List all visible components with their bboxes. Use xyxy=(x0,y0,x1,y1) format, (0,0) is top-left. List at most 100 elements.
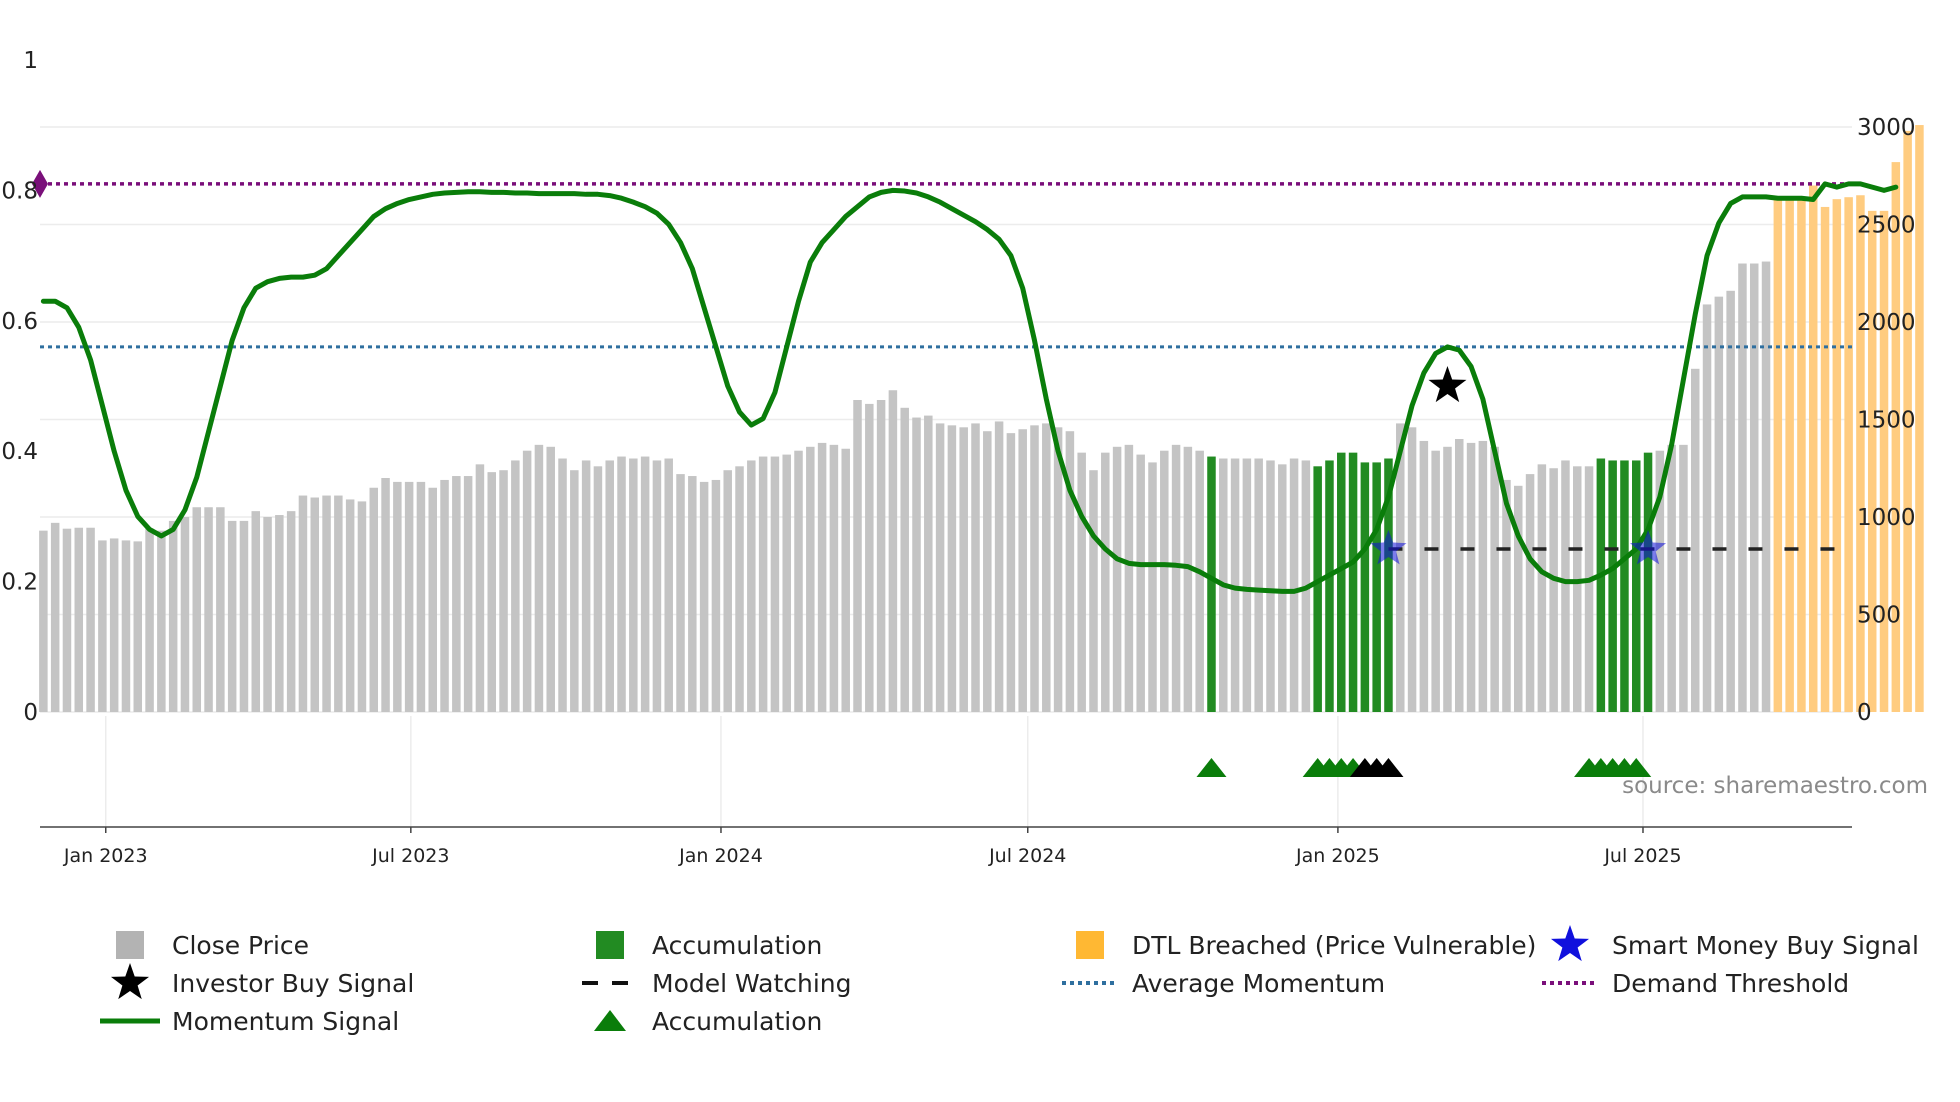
close-price-bar xyxy=(888,390,898,712)
close-price-bar xyxy=(617,456,626,712)
legend-label: Close Price xyxy=(172,931,309,960)
legend-item-average-momentum: Average Momentum xyxy=(1062,969,1385,998)
close-price-bar xyxy=(1726,290,1735,712)
close-price-bar xyxy=(676,474,685,712)
dtl-breached-bar xyxy=(1820,206,1830,712)
close-price-bar xyxy=(924,415,933,712)
legend-item-investor: Investor Buy Signal xyxy=(110,963,414,1000)
close-price-bar xyxy=(133,541,143,713)
close-price-bar xyxy=(1407,427,1417,712)
investor-triangle-marker xyxy=(1373,758,1404,777)
close-price-bar xyxy=(1419,440,1429,712)
close-price-bar xyxy=(487,472,496,712)
left-tick-label: 1 xyxy=(23,48,38,74)
close-price-bar xyxy=(652,460,662,712)
dtl-breached-bar xyxy=(1915,125,1924,713)
close-price-bar xyxy=(1065,431,1075,712)
accumulation-bar xyxy=(1325,460,1334,712)
legend-label: DTL Breached (Price Vulnerable) xyxy=(1132,931,1536,960)
close-price-bar xyxy=(499,470,508,712)
close-price-bar xyxy=(841,448,850,712)
accumulation-bar xyxy=(1620,460,1629,712)
close-price-bar xyxy=(1490,446,1499,712)
close-price-bar xyxy=(180,517,190,712)
close-price-bar xyxy=(983,431,992,712)
close-price-bar xyxy=(263,517,272,712)
close-price-bar xyxy=(1738,263,1747,712)
close-price-bar xyxy=(593,466,603,712)
close-price-bar xyxy=(157,530,166,712)
close-price-bar xyxy=(935,423,945,712)
legend-star-icon xyxy=(1550,925,1590,962)
close-price-bar xyxy=(1289,458,1299,712)
legend-square-icon xyxy=(116,931,144,959)
close-price-bar xyxy=(1195,450,1204,712)
close-price-bar xyxy=(1278,464,1287,712)
close-price-bar xyxy=(1514,485,1523,712)
right-tick-label: 0 xyxy=(1857,700,1872,726)
right-tick-label: 2500 xyxy=(1857,213,1916,239)
close-price-bar xyxy=(286,511,296,712)
legend-label: Average Momentum xyxy=(1132,969,1385,998)
close-price-bar xyxy=(62,528,72,712)
close-price-bar xyxy=(1584,466,1594,712)
legend: Close Price Accumulation DTL Breached (Pri… xyxy=(100,925,1919,1036)
close-price-bar xyxy=(322,495,331,712)
legend-label: Accumulation xyxy=(652,1007,822,1036)
close-price-bar xyxy=(1667,444,1676,712)
close-price-bar xyxy=(971,423,980,712)
dtl-breached-bar xyxy=(1856,195,1865,712)
dtl-breached-bar xyxy=(1879,210,1889,712)
investor-buy-star xyxy=(1428,366,1467,403)
legend-label: Accumulation xyxy=(652,931,822,960)
close-price-bar xyxy=(440,479,449,712)
close-price-bar xyxy=(1525,474,1535,712)
legend-square-icon xyxy=(596,931,624,959)
close-price-bar xyxy=(747,460,756,712)
accumulation-bar xyxy=(1313,466,1322,712)
close-price-bar xyxy=(298,495,308,712)
legend-item-accumulation-bar: Accumulation xyxy=(596,931,822,960)
accumulation-triangle-marker xyxy=(1196,758,1227,777)
close-price-bar xyxy=(770,456,780,712)
close-price-bar xyxy=(735,466,744,712)
close-price-bar xyxy=(1266,460,1275,712)
close-price-bar xyxy=(511,460,520,712)
source-label: source: sharemaestro.com xyxy=(1622,773,1928,799)
left-tick-label: 0.4 xyxy=(1,439,38,465)
close-price-bar xyxy=(1749,263,1759,712)
legend-star-icon xyxy=(110,963,150,1000)
right-tick-label: 1500 xyxy=(1857,408,1916,434)
close-price-bar xyxy=(1183,446,1193,712)
close-price-bar xyxy=(1761,261,1771,712)
legend-item-momentum: Momentum Signal xyxy=(100,1007,399,1036)
close-price-bar xyxy=(381,478,390,712)
legend-item-accumulation-marker: Accumulation xyxy=(594,1007,822,1036)
x-tick-label: Jan 2023 xyxy=(63,845,148,867)
close-price-bar xyxy=(1230,458,1240,712)
close-price-bar xyxy=(1702,304,1712,712)
close-price-bar xyxy=(546,446,555,712)
legend-label: Demand Threshold xyxy=(1612,969,1849,998)
close-price-bar xyxy=(640,456,650,712)
left-tick-label: 0.6 xyxy=(1,309,38,335)
close-price-bar xyxy=(994,421,1004,712)
close-price-bar xyxy=(1124,444,1134,712)
close-price-bar xyxy=(1502,479,1511,712)
close-price-bar xyxy=(817,442,827,712)
close-price-bar xyxy=(192,507,202,712)
close-price-bar xyxy=(758,456,768,712)
legend-label: Investor Buy Signal xyxy=(172,969,414,998)
right-tick-label: 2000 xyxy=(1857,310,1916,336)
close-price-bar xyxy=(1242,458,1252,712)
close-price-bar xyxy=(1136,454,1145,712)
close-price-bar xyxy=(452,476,461,712)
close-price-bar xyxy=(239,520,249,712)
dtl-breached-bar xyxy=(1785,197,1794,712)
close-price-bar xyxy=(1006,433,1016,712)
accumulation-bar xyxy=(1632,460,1641,712)
close-price-bar xyxy=(1714,296,1724,712)
close-price-bar xyxy=(1112,446,1122,712)
close-price-bar xyxy=(629,458,638,712)
accumulation-bar xyxy=(1337,452,1346,712)
